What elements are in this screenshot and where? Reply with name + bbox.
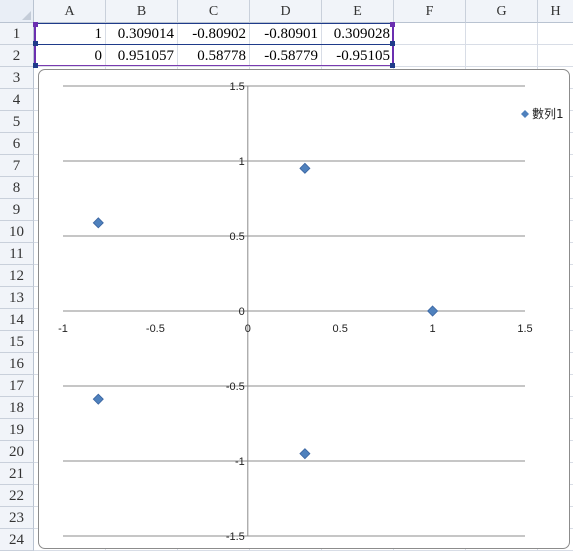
data-point <box>92 393 104 405</box>
data-point <box>299 448 311 460</box>
x-tick-label: -0.5 <box>146 323 165 335</box>
row-header-19[interactable]: 19 <box>0 419 34 441</box>
row-header-20[interactable]: 20 <box>0 441 34 463</box>
column-header-h[interactable]: H <box>538 0 573 23</box>
row-header-1[interactable]: 1 <box>0 23 34 45</box>
column-header-d[interactable]: D <box>250 0 322 23</box>
range-handle-mid-left[interactable] <box>33 41 38 46</box>
x-tick-label: 1.5 <box>517 323 532 335</box>
chart-plot-area: 1.5 1 0.5 0 -0.5 -1 -1.5 -1 -0.5 0 0.5 1 1.5 數列1 <box>58 81 564 543</box>
row-header-18[interactable]: 18 <box>0 397 34 419</box>
column-header-f[interactable]: F <box>394 0 466 23</box>
column-header-a[interactable]: A <box>34 0 106 23</box>
x-tick-label: 0 <box>245 323 251 335</box>
data-point <box>427 305 439 317</box>
column-header-b[interactable]: B <box>106 0 178 23</box>
row-header-16[interactable]: 16 <box>0 353 34 375</box>
cell-d1[interactable]: -0.80901 <box>264 26 318 42</box>
row-gridline <box>34 66 573 67</box>
row-header-8[interactable]: 8 <box>0 177 34 199</box>
y-tick-label: -0.5 <box>226 381 245 393</box>
row-header-22[interactable]: 22 <box>0 485 34 507</box>
row-header-5[interactable]: 5 <box>0 111 34 133</box>
legend-marker <box>521 110 529 118</box>
row-header-23[interactable]: 23 <box>0 507 34 529</box>
y-tick-label: 0.5 <box>230 231 245 243</box>
row-header-21[interactable]: 21 <box>0 463 34 485</box>
cell-b2[interactable]: 0.951057 <box>117 48 174 64</box>
row-header-11[interactable]: 11 <box>0 243 34 265</box>
range-handle-top-left[interactable] <box>33 22 38 27</box>
cell-b1[interactable]: 0.309014 <box>117 26 174 42</box>
column-header-g[interactable]: G <box>466 0 538 23</box>
y-tick-label: 1.5 <box>230 81 245 93</box>
x-tick-label: 1 <box>430 323 436 335</box>
cell-d2[interactable]: -0.58779 <box>264 48 318 64</box>
range-handle-bottom-right[interactable] <box>390 63 395 68</box>
cell-a1[interactable]: 1 <box>94 26 103 42</box>
row-header-15[interactable]: 15 <box>0 331 34 353</box>
row-header-17[interactable]: 17 <box>0 375 34 397</box>
x-tick-label: 0.5 <box>333 323 348 335</box>
y-tick-label: -1.5 <box>226 531 245 543</box>
cell-e1[interactable]: 0.309028 <box>333 26 390 42</box>
column-header-e[interactable]: E <box>322 0 394 23</box>
cell-e2[interactable]: -0.95105 <box>336 48 390 64</box>
y-tick-label: -1 <box>235 456 245 468</box>
row-header-13[interactable]: 13 <box>0 287 34 309</box>
range-handle-top-right[interactable] <box>390 22 395 27</box>
cell-a2[interactable]: 0 <box>94 48 103 64</box>
data-point <box>299 162 311 174</box>
row-header-4[interactable]: 4 <box>0 89 34 111</box>
row-header-14[interactable]: 14 <box>0 309 34 331</box>
y-tick-label: 0 <box>239 306 245 318</box>
row-header-3[interactable]: 3 <box>0 67 34 89</box>
row-header-12[interactable]: 12 <box>0 265 34 287</box>
cell-c1[interactable]: -0.80902 <box>192 26 246 42</box>
row-header-6[interactable]: 6 <box>0 133 34 155</box>
range-handle-mid-right[interactable] <box>390 41 395 46</box>
row-header-7[interactable]: 7 <box>0 155 34 177</box>
cell-c2[interactable]: 0.58778 <box>197 48 246 64</box>
column-header-c[interactable]: C <box>178 0 250 23</box>
y-tick-label: 1 <box>239 156 245 168</box>
row-header-10[interactable]: 10 <box>0 221 34 243</box>
row-header-9[interactable]: 9 <box>0 199 34 221</box>
selection-divider <box>35 44 394 45</box>
row-header-24[interactable]: 24 <box>0 529 34 551</box>
select-all-corner[interactable] <box>0 0 34 23</box>
legend-label: 數列1 <box>532 107 564 121</box>
scatter-chart[interactable]: 1.5 1 0.5 0 -0.5 -1 -1.5 -1 -0.5 0 0.5 1 1.5 數列1 <box>38 69 570 549</box>
range-handle-bottom-left[interactable] <box>33 63 38 68</box>
x-tick-label: -1 <box>58 323 68 335</box>
row-header-2[interactable]: 2 <box>0 45 34 67</box>
data-point <box>92 217 104 229</box>
